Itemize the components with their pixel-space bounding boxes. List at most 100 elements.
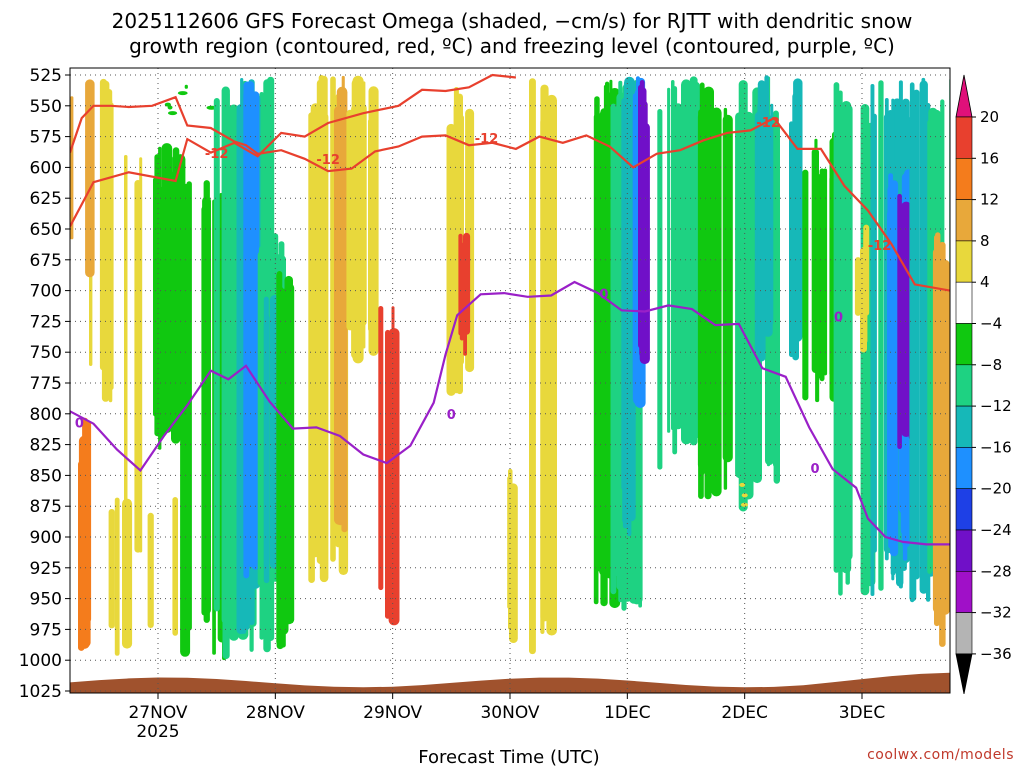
y-tick-label: 1025 [19, 682, 62, 702]
pressure-axis: 525 550 575 600 625 650 675 700 725 750 775 800 825 8… [19, 66, 70, 702]
colorbar-label: −36 [980, 645, 1012, 663]
omega-cell [169, 156, 173, 427]
omega-cell [184, 84, 188, 89]
colorbar-swatch [955, 281, 973, 324]
omega-cell [878, 80, 884, 591]
omega-cell [872, 113, 877, 553]
omega-cell [773, 121, 780, 484]
colorbar-label: −32 [980, 604, 1012, 622]
colorbar-label: 16 [980, 149, 999, 167]
omega-cell [264, 315, 270, 561]
colorbar-label: 4 [980, 273, 990, 291]
y-tick-label: 1000 [19, 651, 62, 671]
omega-cell [802, 169, 809, 401]
colorbar-label: −8 [980, 356, 1002, 374]
colorbar-label: −16 [980, 438, 1012, 456]
x-tick-label: 29NOV [363, 703, 422, 723]
omega-cell [795, 98, 800, 321]
chart-title-line-2: growth region (contoured, red, ºC) and f… [129, 34, 895, 58]
dgz-contour-line-upper [70, 73, 517, 228]
freezing-contour-label: 0 [811, 462, 820, 477]
y-tick-label: 725 [30, 312, 62, 332]
omega-cell [346, 109, 354, 331]
colorbar-swatch [955, 240, 973, 283]
omega-cell [201, 206, 208, 616]
omega-cell [814, 138, 818, 373]
omega-cell [887, 210, 895, 541]
x-axis-label: Forecast Time (UTC) [418, 747, 599, 768]
colorbar-label: −12 [980, 397, 1012, 415]
omega-cell [603, 85, 607, 581]
omega-cell [335, 111, 339, 495]
colorbar-bottom-arrow [955, 653, 973, 694]
omega-cell [124, 155, 128, 543]
y-tick-label: 925 [30, 559, 62, 579]
x-tick-label: 1DEC [604, 703, 651, 723]
colorbar-label: −24 [980, 521, 1012, 539]
omega-cell [388, 328, 400, 626]
freezing-contour-label: 0 [75, 417, 84, 432]
omega-cell [540, 84, 549, 622]
omega-cell [357, 103, 367, 327]
omega-cell [154, 154, 161, 437]
colorbar: 20 16 12 8 4 −4 −8 −12 −16 −20 −24 −28 −32 −36 [955, 74, 1012, 694]
y-tick-label: 825 [30, 436, 62, 456]
grid-lines [70, 68, 950, 693]
omega-cell [927, 119, 933, 574]
omega-cell [177, 91, 188, 96]
y-tick-label: 550 [30, 97, 62, 117]
omega-cell [341, 75, 345, 529]
omega-cell [789, 121, 794, 358]
dgz-contour-label: -12 [205, 147, 229, 162]
omega-cell [228, 104, 239, 641]
colorbar-label: −4 [980, 315, 1002, 333]
omega-cell [657, 109, 663, 470]
omega-cell [594, 96, 600, 567]
colorbar-swatch [955, 364, 973, 407]
omega-cell [168, 111, 178, 116]
omega-cell [854, 257, 862, 316]
colorbar-label: 8 [980, 232, 990, 250]
colorbar-swatch [955, 570, 973, 613]
y-tick-label: 575 [30, 128, 62, 148]
colorbar-label: 12 [980, 191, 999, 209]
x-tick-label: 2DEC [721, 703, 768, 723]
omega-cell [463, 232, 471, 335]
y-tick-label: 875 [30, 497, 62, 517]
chart-title-line-1: 2025112606 GFS Forecast Omega (shaded, −… [112, 9, 913, 33]
x-tick-label: 28NOV [246, 703, 305, 723]
y-tick-label: 650 [30, 220, 62, 240]
dgz-contour-label: -12 [475, 132, 499, 147]
omega-cell [934, 234, 940, 627]
y-tick-label: 800 [30, 405, 62, 425]
omega-cell [171, 184, 181, 444]
omega-cell [829, 176, 834, 377]
omega-cell [246, 81, 255, 567]
x-tick-label: 3DEC [839, 703, 886, 723]
omega-cell [863, 224, 870, 316]
omega-cell [167, 105, 173, 110]
omega-cell [763, 114, 773, 337]
y-tick-label: 675 [30, 251, 62, 271]
freezing-contour-label: 0 [834, 311, 843, 326]
y-tick-label: 975 [30, 620, 62, 640]
omega-shading-layer [70, 75, 950, 661]
y-tick-label: 950 [30, 590, 62, 610]
omega-cell [276, 286, 284, 650]
omega-cell [723, 107, 728, 490]
omega-cell [546, 94, 557, 636]
y-tick-label: 600 [30, 158, 62, 178]
dgz-contour-label: -12 [868, 239, 892, 254]
colorbar-swatch [955, 116, 973, 159]
omega-cell [743, 111, 754, 500]
x-tick-label: 27NOV [128, 703, 187, 723]
dgz-contour-line [70, 95, 950, 292]
omega-cell [164, 102, 171, 107]
omega-cell [741, 493, 748, 498]
omega-cell [740, 502, 749, 507]
omega-cell [108, 509, 115, 629]
colorbar-label: −28 [980, 562, 1012, 580]
surface-terrain [70, 672, 950, 693]
omega-cell [739, 482, 746, 487]
